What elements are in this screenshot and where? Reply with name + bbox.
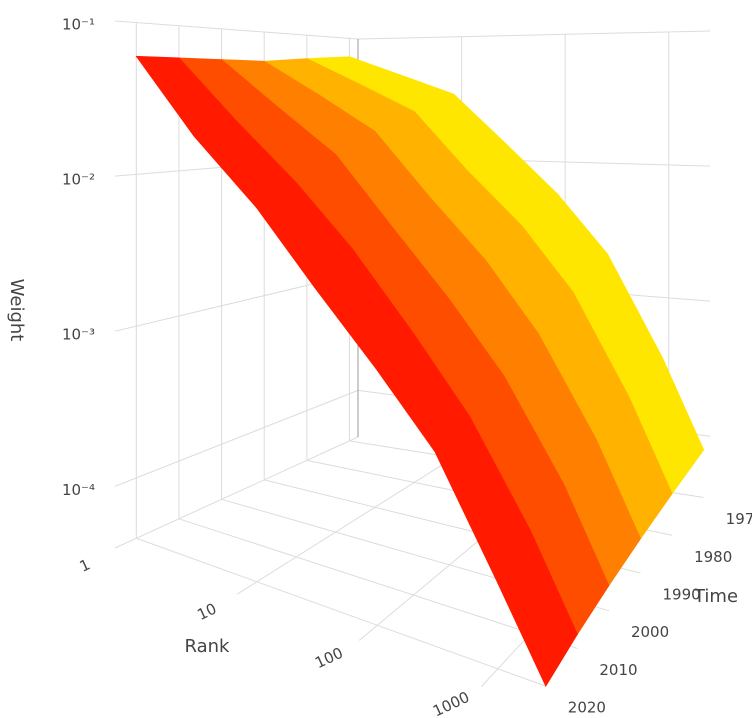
y-tick-label: 2000 (631, 623, 669, 641)
wall-grid-line (114, 20, 359, 40)
x-tick-label: 1 (77, 555, 93, 575)
y-tick-label: 1990 (663, 585, 701, 603)
z-tick-label: 10⁻³ (62, 326, 95, 344)
y-tick-label: 1970 (726, 510, 752, 528)
surface (135, 55, 705, 687)
floor-grid-line (136, 537, 546, 687)
x-tick-label: 100 (312, 644, 346, 672)
floor-grid-line (114, 436, 359, 549)
y-tick-label: 1980 (694, 548, 732, 566)
wall-grid-line (357, 30, 711, 40)
x-tick-label: 1000 (430, 688, 472, 718)
z-tick-label: 10⁻¹ (62, 16, 95, 34)
z-tick-label: 10⁻⁴ (62, 481, 95, 499)
y-tick-label: 2020 (568, 699, 606, 717)
x-axis-title: Rank (185, 636, 231, 657)
y-axis-title: Time (693, 586, 738, 607)
floor-grid-line (236, 452, 462, 595)
x-tick-label: 10 (194, 600, 219, 624)
y-tick-label: 2010 (599, 661, 637, 679)
z-tick-label: 10⁻² (62, 171, 95, 189)
surface-patch (497, 530, 578, 687)
wall-grid-line (114, 389, 359, 487)
z-axis-title: Weight (6, 279, 27, 342)
floor-grid-line (178, 518, 578, 649)
